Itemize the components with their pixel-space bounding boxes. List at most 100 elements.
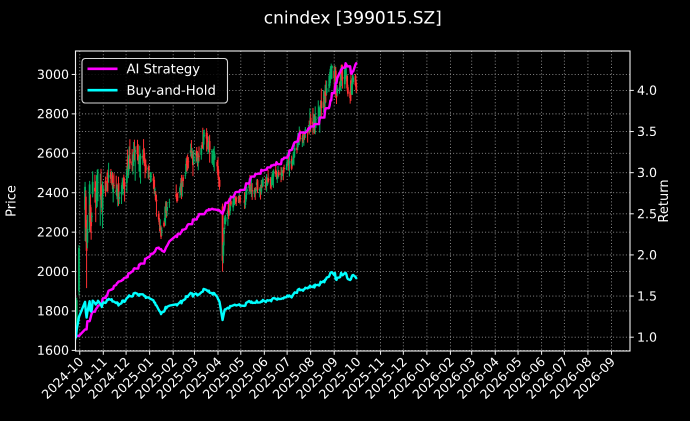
candle-body — [143, 152, 146, 163]
candle-body — [138, 155, 141, 165]
candle-body — [208, 141, 211, 150]
candle-body — [160, 227, 162, 237]
candle-body — [314, 116, 317, 127]
candle-body — [335, 91, 338, 98]
candle-body — [343, 69, 346, 85]
candle-body — [258, 189, 261, 191]
candle-body — [338, 87, 341, 91]
candle-body — [200, 147, 203, 155]
overlay-lines — [75, 62, 358, 339]
candle-body — [198, 155, 200, 157]
candle-body — [163, 222, 165, 227]
candle-body — [261, 179, 264, 186]
candle-body — [195, 150, 198, 156]
candle-body — [217, 166, 219, 176]
price-tick-label: 2800 — [37, 106, 69, 121]
candle-body — [202, 134, 205, 145]
candle-body — [160, 230, 163, 231]
candle-body — [176, 196, 179, 198]
candle-body — [120, 192, 123, 195]
candle-body — [346, 87, 349, 94]
candle-body — [340, 68, 342, 86]
candle-body — [197, 157, 200, 163]
candle-body — [235, 197, 238, 202]
candle-body — [302, 136, 305, 141]
candle-body — [97, 182, 99, 183]
candle-body — [127, 166, 130, 175]
return-tick-label: 1.0 — [637, 330, 657, 345]
candle-body — [190, 150, 193, 153]
candle-body — [255, 189, 257, 191]
candle-body — [126, 158, 129, 170]
candle-body — [113, 185, 115, 187]
candle-body — [153, 179, 156, 190]
return-tick-label: 3.0 — [637, 165, 657, 180]
candle-body — [149, 174, 152, 178]
candle-body — [91, 215, 93, 217]
candle-body — [214, 156, 216, 158]
candle-body — [325, 88, 328, 93]
candle-body — [123, 182, 126, 187]
candle-body — [132, 162, 134, 164]
candle-body — [175, 194, 178, 197]
candle-body — [86, 228, 89, 243]
candle-body — [158, 221, 161, 225]
candle-body — [292, 157, 295, 159]
candle-body — [187, 161, 190, 163]
candle-body — [317, 117, 320, 119]
candle-body — [94, 187, 96, 192]
return-tick-label: 2.5 — [637, 206, 657, 221]
candle-body — [106, 176, 109, 180]
candle-body — [222, 244, 225, 256]
candle-body — [344, 68, 347, 75]
candle-body — [336, 88, 339, 94]
price-tick-label: 2400 — [37, 185, 69, 200]
candle-body — [159, 226, 162, 228]
candle-body — [233, 198, 236, 203]
candle-body — [184, 175, 187, 176]
candle-body — [288, 161, 291, 164]
legend: AI Strategy Buy-and-Hold — [81, 57, 229, 104]
candle-body — [267, 178, 270, 182]
candle-body — [324, 96, 327, 104]
candle-body — [286, 161, 289, 167]
candle-body — [128, 158, 131, 164]
legend-label-buyhold: Buy-and-Hold — [126, 84, 215, 99]
candle-body — [277, 172, 280, 176]
buyhold-line — [75, 270, 358, 339]
candle-body — [354, 75, 357, 86]
candle-body — [163, 218, 166, 221]
candle-body — [251, 190, 254, 192]
candle-body — [315, 119, 317, 120]
return-tick-label: 2.0 — [637, 247, 657, 262]
candle-body — [341, 77, 344, 79]
candle-body — [331, 65, 333, 69]
price-tick-label: 1600 — [37, 343, 69, 358]
candle-body — [78, 247, 80, 291]
candle-body — [102, 189, 105, 193]
candle-body — [132, 152, 135, 162]
candle-body — [211, 156, 214, 159]
legend-label-strategy: AI Strategy — [126, 62, 200, 77]
candle-body — [271, 177, 273, 185]
candle-body — [213, 151, 216, 157]
candle-body — [118, 197, 121, 199]
candle-body — [221, 206, 224, 261]
candle-body — [250, 185, 253, 194]
price-tick-label: 2600 — [37, 146, 69, 161]
candle-body — [121, 182, 124, 189]
candle-body — [201, 146, 203, 147]
plot-border — [74, 50, 631, 352]
candle-body — [293, 152, 295, 159]
candle-body — [166, 207, 169, 211]
candle-body — [269, 179, 272, 180]
candle-body — [89, 204, 92, 223]
candle-body — [285, 167, 288, 169]
candle-body — [155, 199, 158, 202]
candle-body — [245, 189, 248, 191]
candle-body — [152, 178, 155, 181]
candle-body — [224, 217, 227, 222]
candle-body — [122, 177, 125, 187]
candle-body — [176, 197, 178, 202]
